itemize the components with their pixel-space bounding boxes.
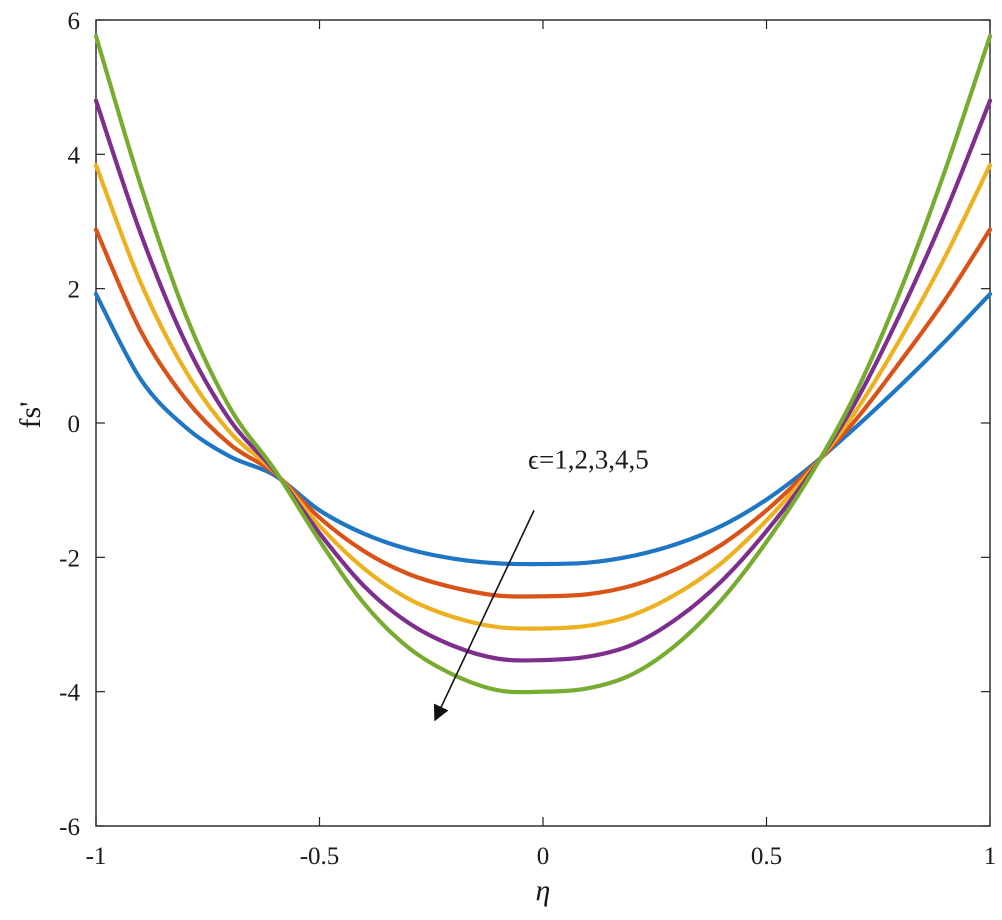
y-tick-label: -2: [59, 545, 80, 572]
series-line-1: [93, 291, 993, 567]
y-tick-label: 0: [68, 411, 81, 438]
x-axis-ticks: -1 -0.5 0 0.5 1: [86, 20, 997, 870]
y-tick-label: 2: [68, 277, 81, 304]
x-tick-label: -1: [86, 843, 107, 870]
series-line-2: [93, 227, 993, 599]
y-tick-label: -6: [59, 814, 80, 841]
series-line-5: [93, 34, 993, 695]
y-tick-label: -4: [59, 680, 80, 707]
x-tick-label: 0: [537, 843, 550, 870]
series-layer: [93, 34, 993, 695]
y-tick-label: 6: [68, 8, 81, 35]
x-axis-title: η: [536, 874, 551, 907]
series-line-3: [93, 162, 993, 631]
series-line-4: [93, 98, 993, 663]
annotation-arrow: [433, 509, 535, 722]
x-tick-label: 1: [984, 843, 997, 870]
y-axis-title: fs': [14, 401, 47, 428]
x-tick-label: 0.5: [751, 843, 782, 870]
annotation-label: ϵ=1,2,3,4,5: [528, 444, 649, 474]
y-tick-label: 4: [68, 142, 81, 169]
y-axis-ticks: -6 -4 -2 0 2 4 6: [59, 8, 990, 841]
annotation-layer: ϵ=1,2,3,4,5: [433, 444, 649, 722]
x-tick-label: -0.5: [300, 843, 340, 870]
